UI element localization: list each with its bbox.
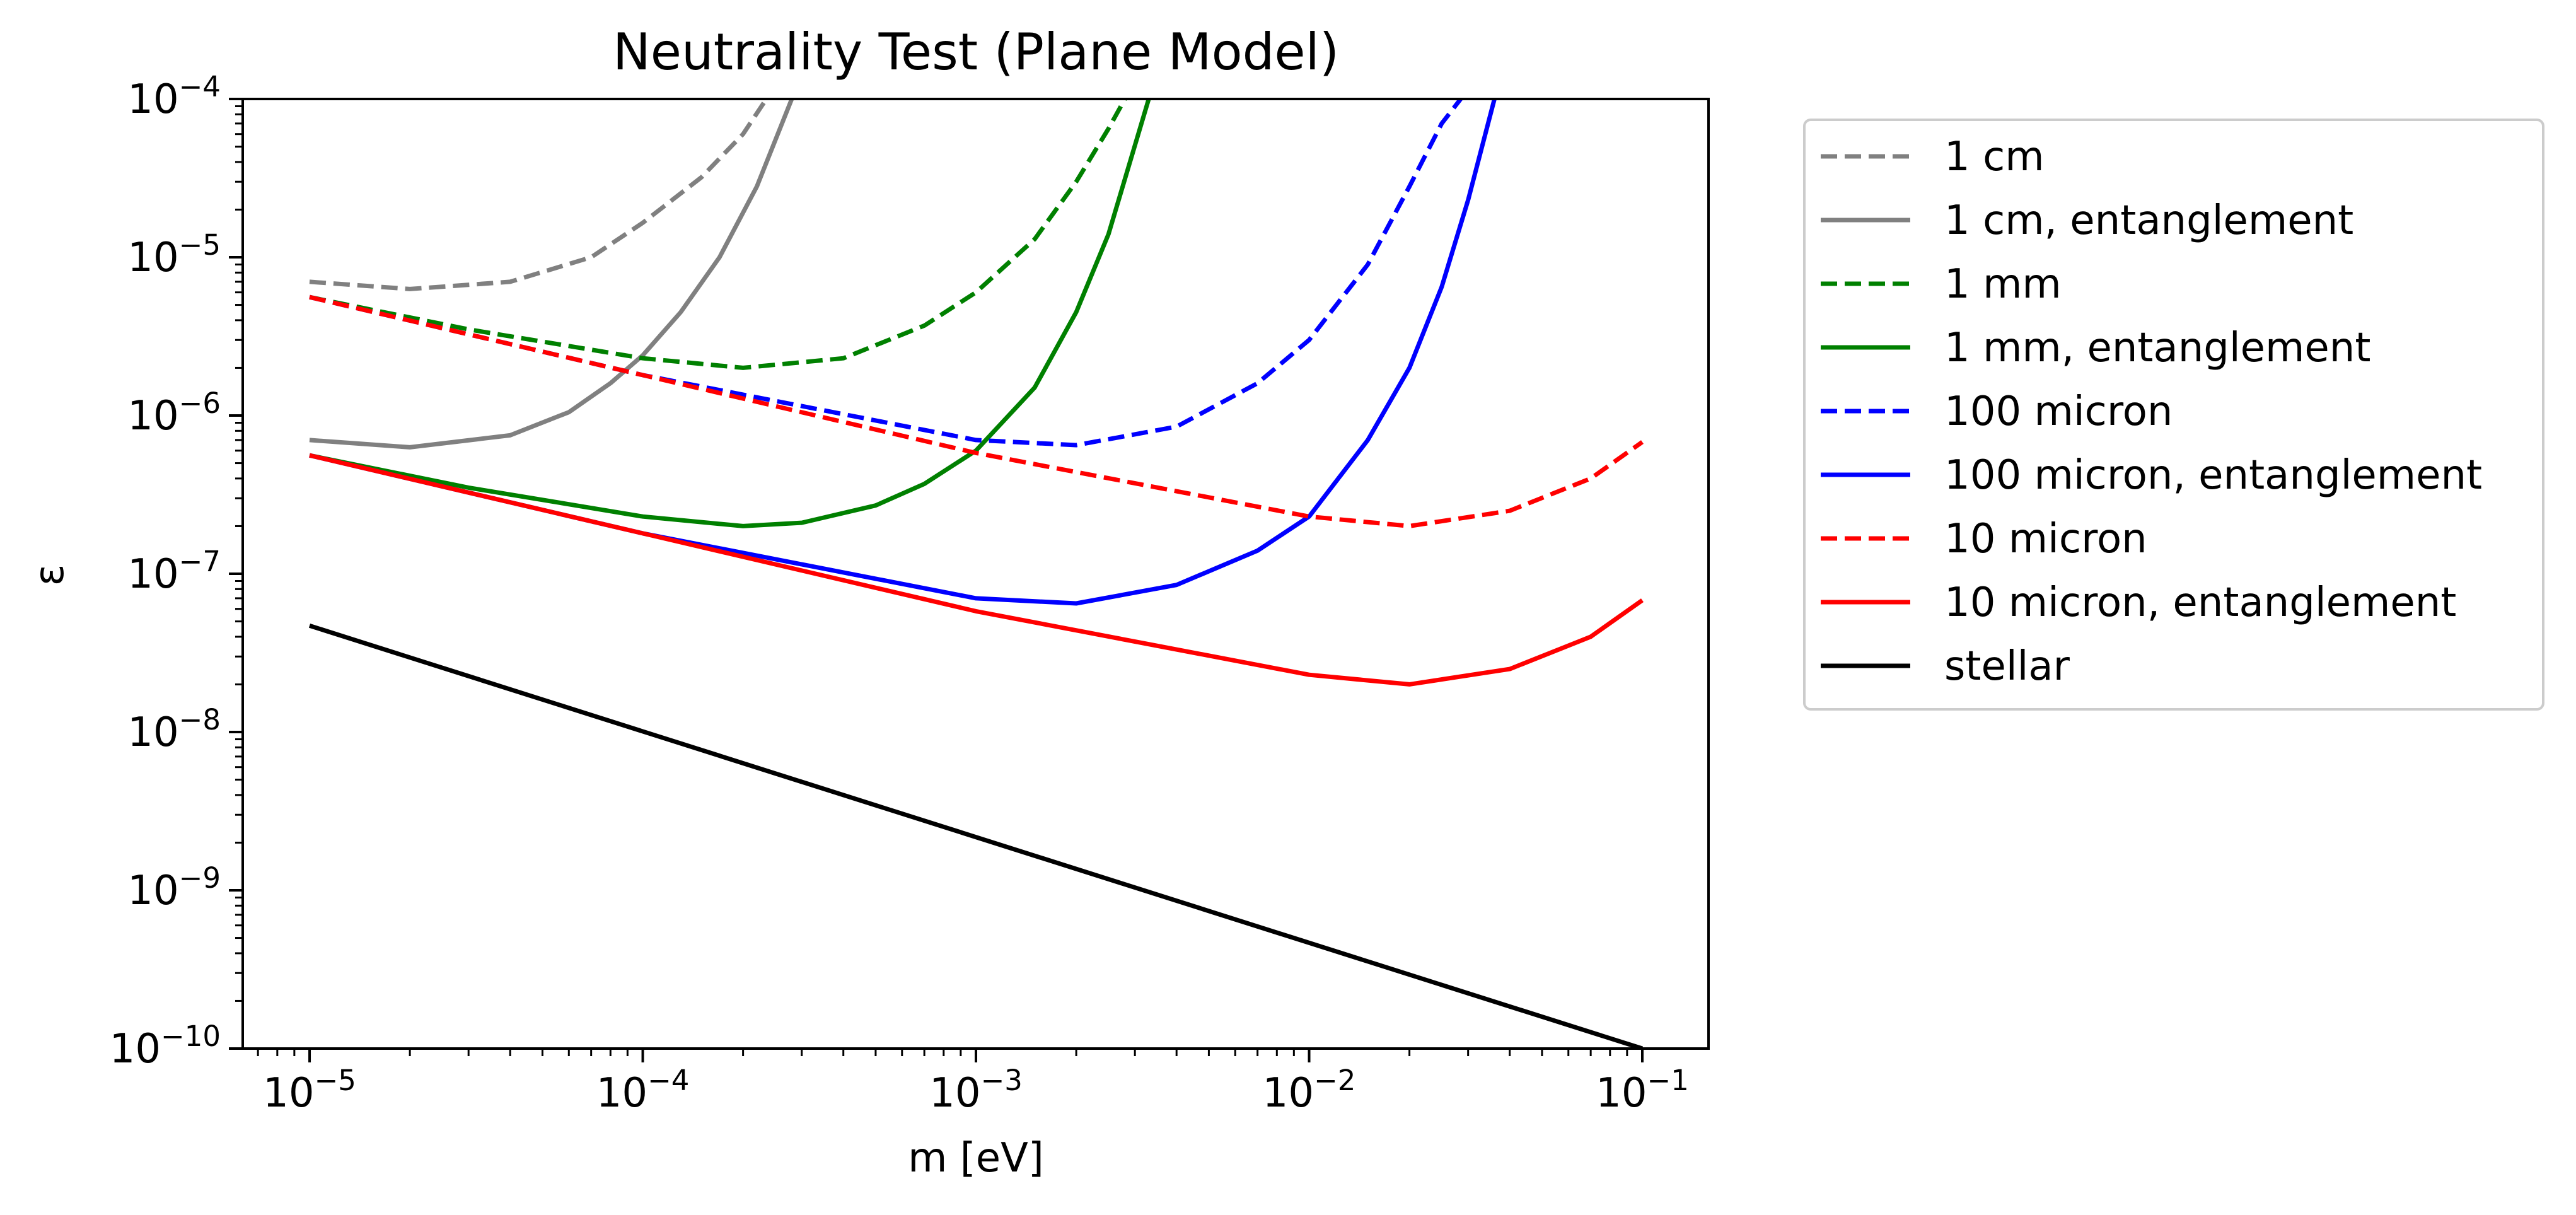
legend-box [1803,119,2544,711]
y-tick-label: 10−4 [127,70,221,123]
legend-label-1: 1 cm, entanglement [1944,197,2353,244]
x-tick-label: 10−4 [596,1064,690,1117]
plot-frame [241,98,1710,1050]
x-tick-label: 10−2 [1263,1064,1356,1117]
series-line-2 [309,99,1127,370]
series-line-4 [309,99,1463,448]
legend-label-5: 100 micron, entanglement [1944,452,2482,499]
legend-label-8: stellar [1944,643,2070,690]
legend-label-6: 10 micron [1944,516,2147,562]
series-line-5 [309,99,1497,606]
plot-area: 10−5 10−4 10−3 10−2 10−1 10−4 10−5 10−6 10−7 10−8… [110,70,1710,1117]
x-tick-label: 10−5 [263,1064,356,1117]
series-line-7 [309,453,1644,687]
y-tick-label: 10−6 [127,387,221,439]
legend-label-0: 1 cm [1944,134,2045,180]
legend: 1 cm 1 cm, entanglement 1 mm 1 mm, entangle… [1803,119,2544,711]
y-axis-label: ε [26,564,73,586]
series-line-0 [309,99,769,291]
series-line-3 [309,99,1151,528]
legend-label-4: 100 micron [1944,388,2173,435]
y-tick-label: 10−10 [110,1020,221,1073]
y-tick-label: 10−5 [127,228,221,281]
series-line-8 [308,623,1644,1049]
series-group [308,99,1644,1049]
x-tick-label: 10−1 [1596,1064,1689,1117]
x-tick-label: 10−3 [929,1064,1023,1117]
y-tick-label: 10−9 [127,861,221,914]
legend-label-2: 1 mm [1944,261,2062,308]
chart-title: Neutrality Test (Plane Model) [613,23,1339,81]
legend-label-3: 1 mm, entanglement [1944,325,2370,371]
x-axis-label: m [eV] [908,1135,1044,1182]
legend-label-7: 10 micron, entanglement [1944,579,2456,626]
series-line-6 [309,294,1644,528]
y-tick-label: 10−8 [127,703,221,756]
y-tick-label: 10−7 [127,545,221,598]
